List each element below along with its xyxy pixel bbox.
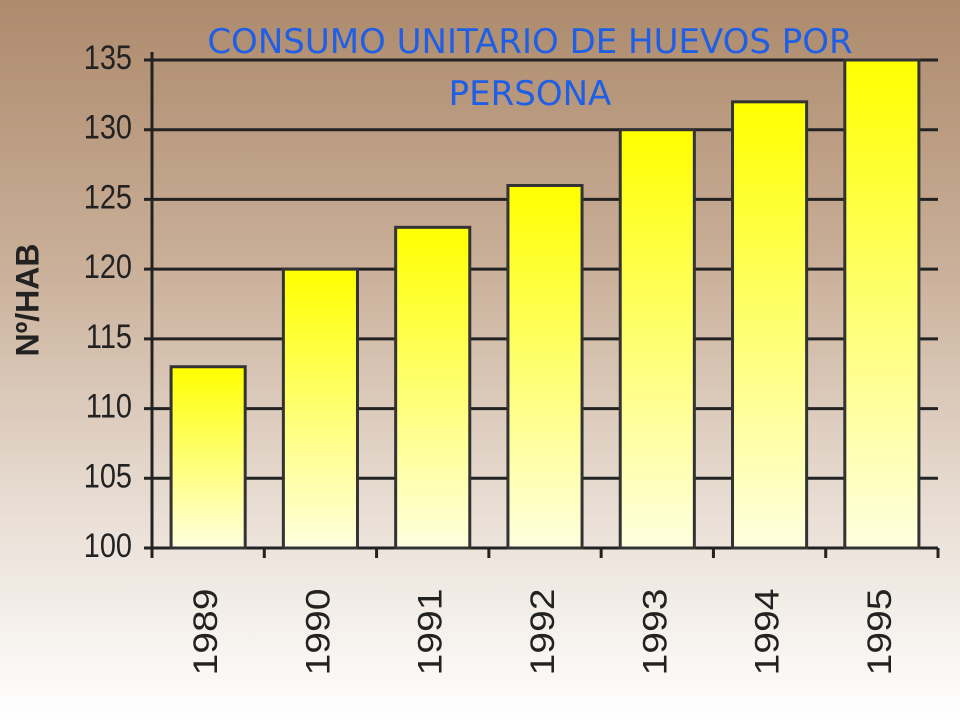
x-tick-label: 1995 [860, 589, 898, 676]
x-tick-label: 1991 [411, 589, 449, 676]
y-tick-label: 135 [84, 38, 132, 77]
bar [618, 128, 696, 550]
x-tick-label: 1989 [186, 589, 224, 676]
y-tick-label: 110 [86, 386, 132, 425]
bar [394, 225, 472, 550]
y-tick-label: 100 [84, 526, 132, 565]
bar [731, 100, 809, 550]
y-tick-label: 105 [84, 456, 132, 495]
y-tick-label: 130 [84, 107, 132, 146]
x-tick-label: 1992 [523, 589, 561, 676]
y-tick-label: 120 [84, 247, 132, 286]
bar [169, 365, 247, 550]
chart-title: CONSUMO UNITARIO DE HUEVOS POR PERSONA [207, 22, 853, 114]
bar [506, 183, 584, 550]
y-axis-label: Nº/HAB [9, 243, 45, 356]
x-tick-label: 1993 [636, 589, 674, 676]
y-tick-label: 115 [86, 317, 132, 356]
bar [843, 58, 921, 550]
y-tick-label: 125 [84, 177, 132, 216]
x-tick-label: 1990 [299, 589, 337, 676]
bar [281, 267, 359, 550]
x-tick-label: 1994 [748, 589, 786, 676]
